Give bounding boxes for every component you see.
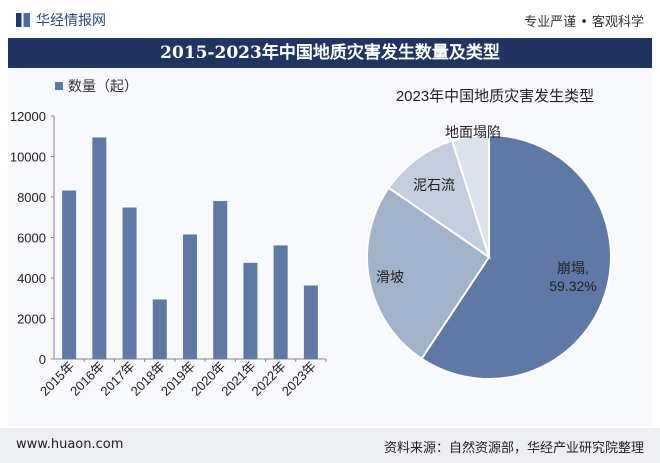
- chart-svg: 数量（起）0200040006000800010000120002015年201…: [10, 78, 612, 399]
- pie-value-崩塌: 59.32%: [549, 278, 596, 294]
- y-tick-label: 0: [39, 352, 46, 367]
- footer-source: 资料来源：自然资源部，华经产业研究院整理: [383, 441, 644, 456]
- pie-slice-滑坡: [366, 186, 491, 361]
- footer: www.huaon.com 资料来源：自然资源部，华经产业研究院整理: [0, 428, 660, 463]
- pie-label-崩塌: 崩塌,: [557, 260, 589, 276]
- y-tick-label: 4000: [17, 271, 46, 286]
- logo-text: 华经情报网: [36, 13, 106, 29]
- bar-2021年: [243, 262, 258, 359]
- bar-2016年: [92, 137, 107, 359]
- bar-2020年: [213, 201, 228, 359]
- y-tick-label: 10000: [10, 150, 46, 165]
- footer-url[interactable]: www.huaon.com: [16, 437, 124, 452]
- bar-2015年: [62, 190, 77, 359]
- pie-title: 2023年中国地质灾害发生类型: [396, 88, 594, 105]
- pie-slice-泥石流: [387, 139, 491, 260]
- logo[interactable]: 华经情报网: [16, 10, 106, 30]
- pie-label-滑坡: 滑坡: [376, 269, 404, 285]
- page-title: 2015-2023年中国地质灾害发生数量及类型: [8, 38, 652, 68]
- logo-icon: [16, 13, 30, 27]
- slogan: 专业严谨 • 客观科学: [524, 15, 644, 30]
- bar-2023年: [303, 285, 318, 359]
- chart-panel: 数量（起） 0 2000 4000 6000 8000 10000 12000 2015年 201…: [8, 68, 652, 426]
- pie-label-地面塌陷: 地面塌陷: [445, 124, 501, 140]
- pie-label-泥石流: 泥石流: [413, 177, 455, 193]
- bar-2018年: [152, 299, 167, 359]
- y-tick-label: 12000: [10, 109, 46, 124]
- x-tick-label: 2023年: [279, 359, 319, 399]
- legend-swatch: [55, 82, 63, 90]
- pie-slice-地面塌陷: [450, 133, 490, 258]
- bar-2019年: [183, 234, 197, 359]
- pie-slice-崩塌: [420, 133, 612, 380]
- bar-2017年: [122, 207, 137, 359]
- y-tick-label: 8000: [17, 190, 46, 205]
- top-bar: 华经情报网 专业严谨 • 客观科学: [0, 0, 660, 38]
- y-tick-label: 6000: [17, 231, 46, 246]
- y-tick-label: 2000: [17, 312, 46, 327]
- legend-label: 数量（起）: [68, 78, 138, 94]
- bar-2022年: [273, 245, 288, 359]
